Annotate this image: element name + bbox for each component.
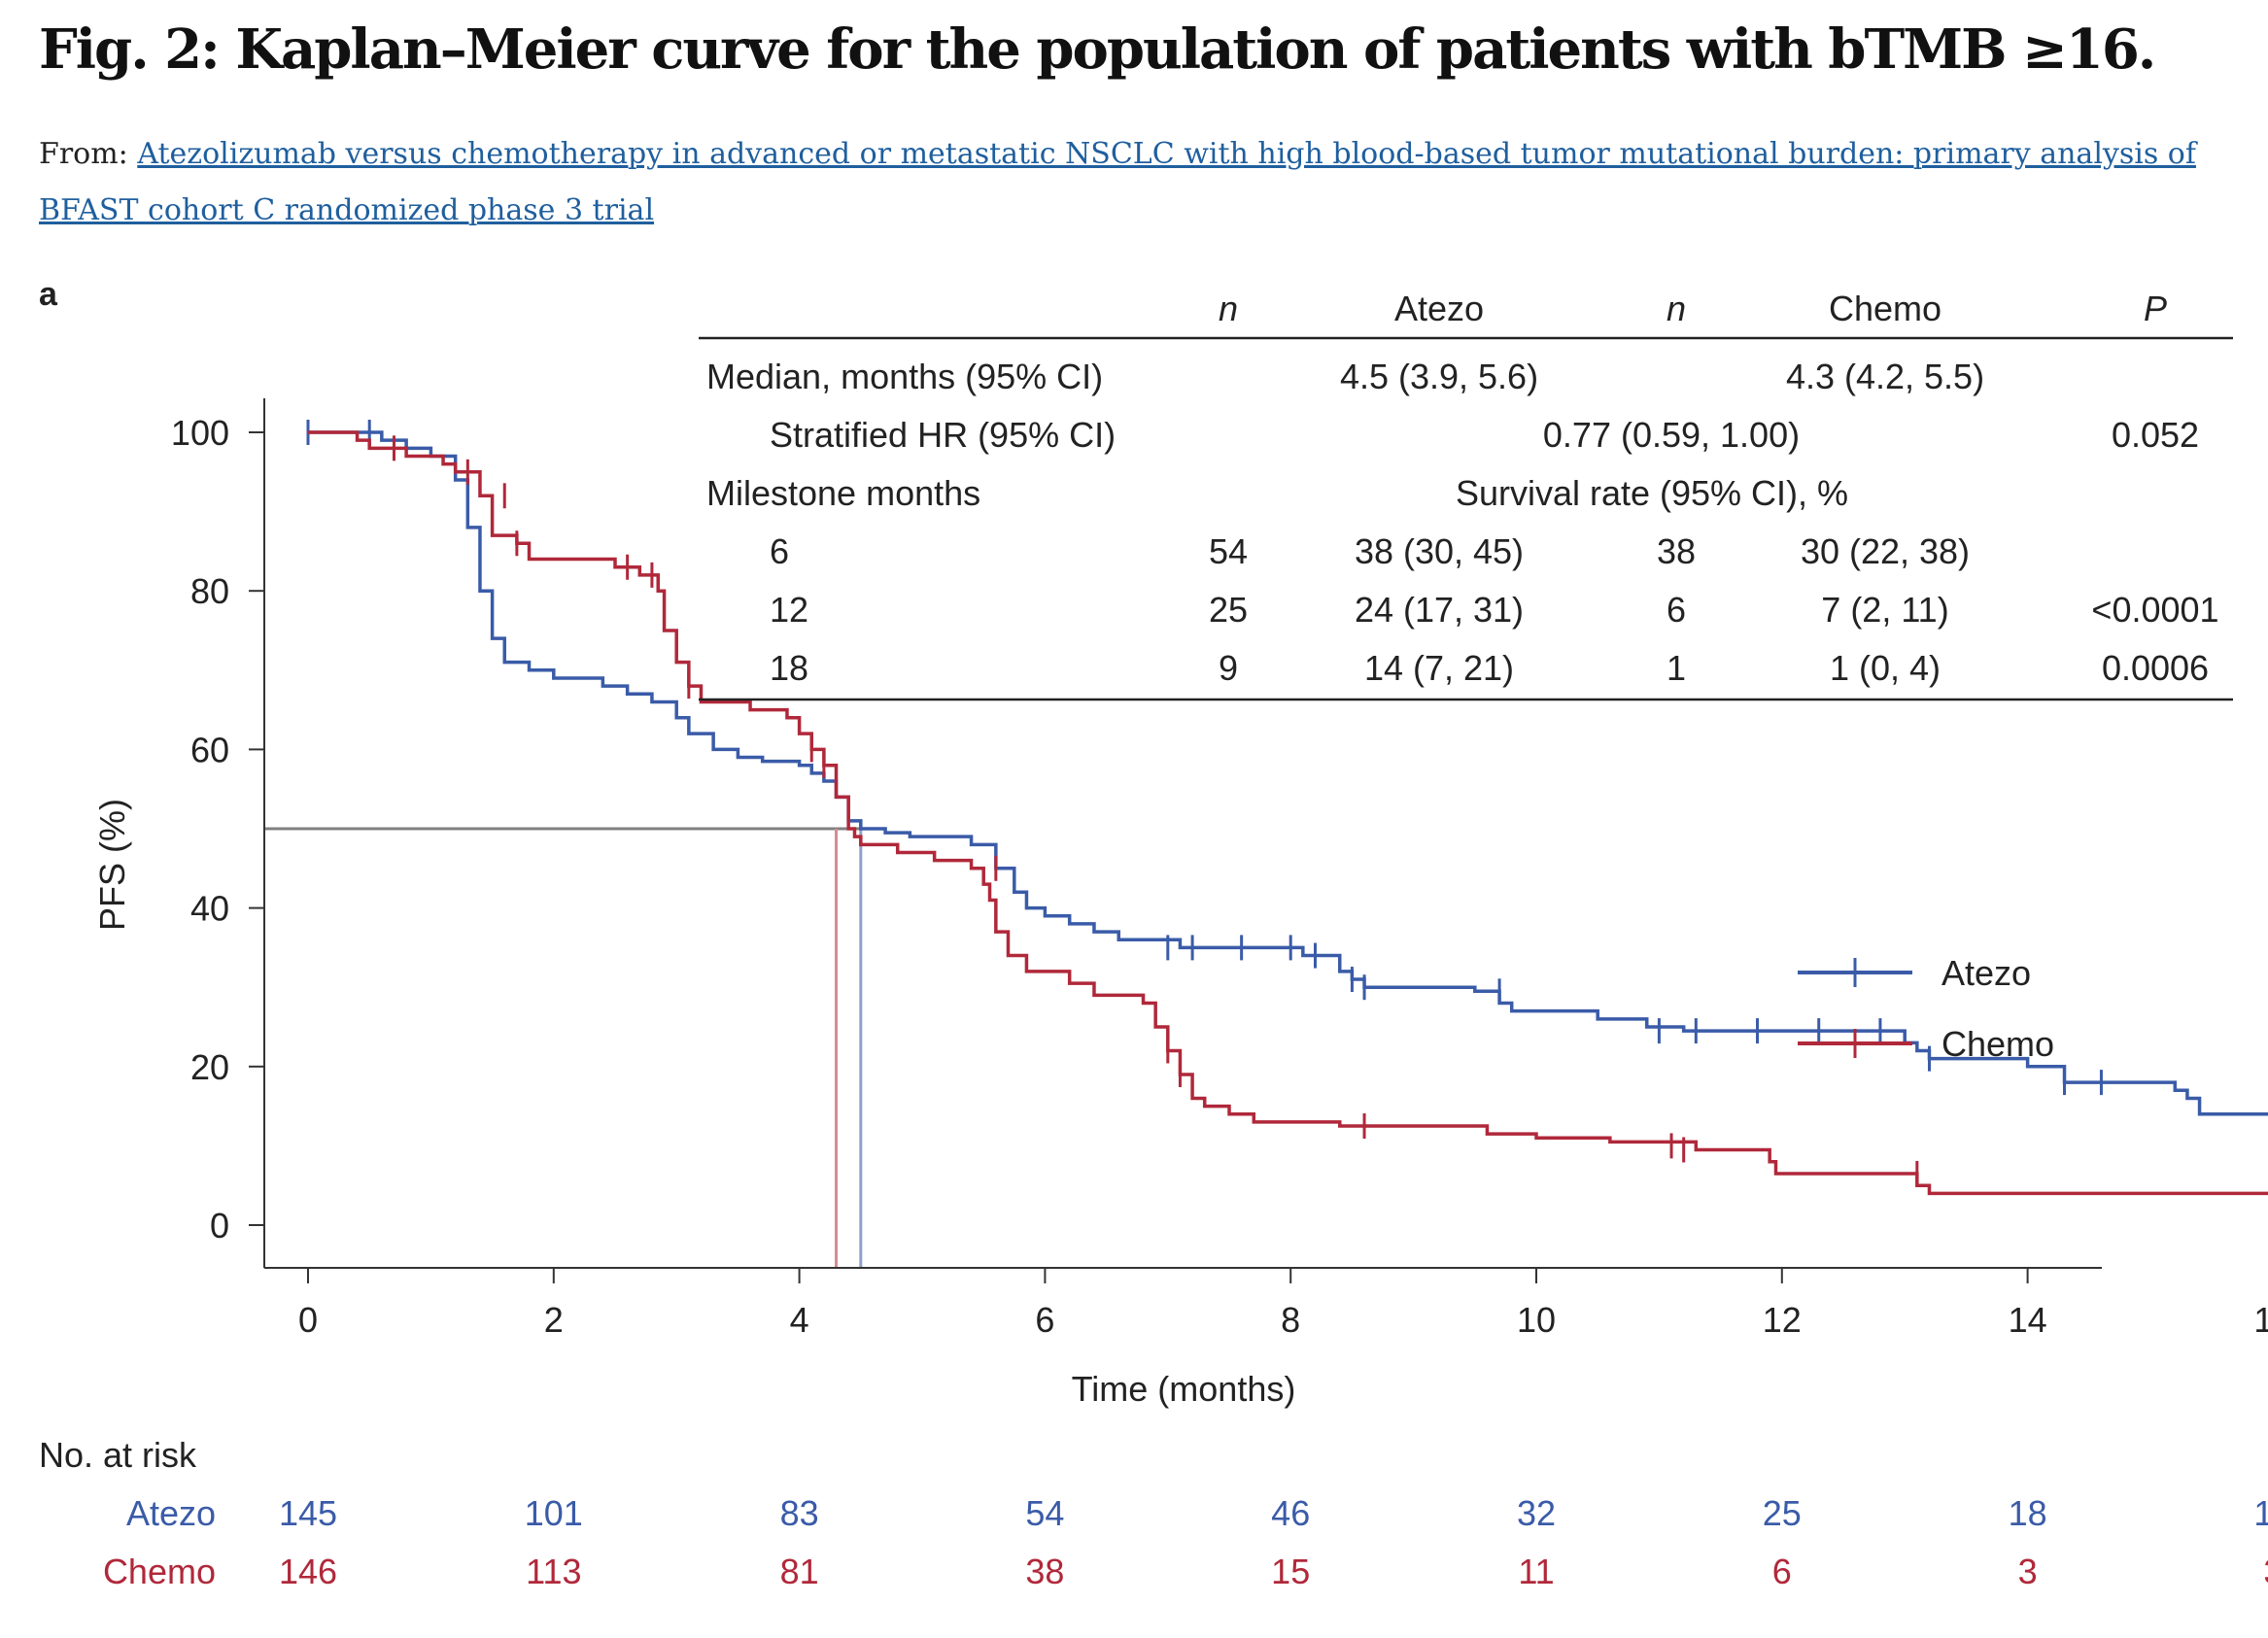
risk-chemo-value: 146 xyxy=(279,1552,337,1591)
y-axis-label: PFS (%) xyxy=(92,799,132,931)
milestone-month: 12 xyxy=(770,590,808,630)
risk-table: No. at risk Atezo Chemo 145 101 83 54 46 32 25… xyxy=(39,1435,2268,1591)
chemo-survival-curve xyxy=(308,430,2268,1196)
risk-chemo-value: 6 xyxy=(1772,1552,1792,1591)
legend: Atezo Chemo xyxy=(1798,953,2054,1064)
legend-chemo-label: Chemo xyxy=(1942,1024,2054,1064)
figure-title: Fig. 2: Kaplan–Meier curve for the popul… xyxy=(39,17,2156,82)
risk-atezo-value: 101 xyxy=(525,1493,583,1533)
header-n-atezo: n xyxy=(1219,289,1238,328)
article-link[interactable]: Atezolizumab versus chemotherapy in adva… xyxy=(39,137,2196,227)
milestone-n-chemo: 38 xyxy=(1657,531,1696,571)
y-axis-ticks: 0 20 40 60 80 100 xyxy=(171,413,264,1246)
source-line: From: Atezolizumab versus chemotherapy i… xyxy=(39,126,2235,239)
x-tick-label: 6 xyxy=(1035,1300,1054,1340)
x-tick-label: 4 xyxy=(790,1300,809,1340)
risk-chemo-values: 14611381381511633100000 xyxy=(279,1552,2268,1591)
median-chemo: 4.3 (4.2, 5.5) xyxy=(1786,357,1984,396)
risk-atezo-value: 83 xyxy=(780,1493,819,1533)
milestone-atezo: 38 (30, 45) xyxy=(1355,531,1524,571)
risk-atezo-values: 14510183544632251810954321 xyxy=(279,1493,2268,1533)
risk-atezo-value: 32 xyxy=(1517,1493,1556,1533)
axes xyxy=(263,398,2102,1269)
milestone-n-chemo: 6 xyxy=(1667,590,1686,630)
risk-atezo-value: 46 xyxy=(1271,1493,1310,1533)
x-tick-label: 14 xyxy=(2009,1300,2047,1340)
risk-atezo-value: 54 xyxy=(1025,1493,1064,1533)
risk-chemo-value: 3 xyxy=(2018,1552,2038,1591)
risk-chemo-value: 15 xyxy=(1271,1552,1310,1591)
milestone-month: 18 xyxy=(770,648,808,688)
milestone-n-chemo: 1 xyxy=(1667,648,1686,688)
hr-p-value: 0.052 xyxy=(2112,415,2199,455)
median-label: Median, months (95% CI) xyxy=(706,357,1103,396)
survival-rate-label: Survival rate (95% CI), % xyxy=(1456,473,1848,513)
y-tick-label: 60 xyxy=(190,730,229,769)
risk-chemo-value: 38 xyxy=(1025,1552,1064,1591)
x-tick-label: 8 xyxy=(1281,1300,1300,1340)
header-p: P xyxy=(2144,289,2167,328)
milestone-chemo: 1 (0, 4) xyxy=(1830,648,1941,688)
risk-chemo-value: 81 xyxy=(780,1552,819,1591)
legend-atezo-label: Atezo xyxy=(1942,953,2031,993)
milestone-chemo: 30 (22, 38) xyxy=(1801,531,1970,571)
milestone-n-atezo: 25 xyxy=(1209,590,1248,630)
milestone-n-atezo: 54 xyxy=(1209,531,1248,571)
hr-value: 0.77 (0.59, 1.00) xyxy=(1543,415,1800,455)
risk-atezo-value: 25 xyxy=(1763,1493,1802,1533)
risk-atezo-label: Atezo xyxy=(126,1493,216,1533)
milestone-p: 0.0006 xyxy=(2102,648,2209,688)
panel-label: a xyxy=(39,276,58,313)
y-tick-label: 40 xyxy=(190,889,229,929)
survival-curves xyxy=(306,420,2268,1196)
header-n-chemo: n xyxy=(1667,289,1686,328)
risk-chemo-value: 113 xyxy=(526,1552,581,1591)
risk-table-title: No. at risk xyxy=(39,1435,197,1475)
milestone-month: 6 xyxy=(770,531,789,571)
milestone-atezo: 24 (17, 31) xyxy=(1355,590,1524,630)
header-chemo: Chemo xyxy=(1829,289,1942,328)
risk-atezo-value: 10 xyxy=(2253,1493,2268,1533)
from-label: From: xyxy=(39,137,138,171)
risk-atezo-value: 145 xyxy=(279,1493,337,1533)
stats-table: n Atezo n Chemo P Median, months (95% CI… xyxy=(699,289,2233,701)
y-tick-label: 0 xyxy=(210,1206,229,1246)
x-tick-label: 10 xyxy=(1517,1300,1556,1340)
header-atezo: Atezo xyxy=(1394,289,1484,328)
hr-label: Stratified HR (95% CI) xyxy=(770,415,1116,455)
x-tick-label: 2 xyxy=(544,1300,564,1340)
x-tick-label: 0 xyxy=(298,1300,318,1340)
y-tick-label: 20 xyxy=(190,1047,229,1087)
median-reference-lines xyxy=(264,827,863,1268)
risk-chemo-value: 11 xyxy=(1518,1552,1554,1591)
y-tick-label: 100 xyxy=(171,413,229,453)
x-tick-label: 12 xyxy=(1763,1300,1802,1340)
risk-atezo-value: 18 xyxy=(2009,1493,2047,1533)
milestone-p: <0.0001 xyxy=(2091,590,2218,630)
x-tick-label: 16 xyxy=(2253,1300,2268,1340)
milestone-atezo: 14 (7, 21) xyxy=(1364,648,1514,688)
median-atezo: 4.5 (3.9, 5.6) xyxy=(1340,357,1538,396)
risk-chemo-label: Chemo xyxy=(103,1552,216,1591)
milestone-chemo: 7 (2, 11) xyxy=(1821,590,1948,630)
x-axis-ticks: 0246810121416182022242628 xyxy=(298,1268,2268,1340)
x-axis-label: Time (months) xyxy=(1072,1369,1296,1409)
milestone-n-atezo: 9 xyxy=(1219,648,1238,688)
milestone-label: Milestone months xyxy=(706,473,980,513)
y-tick-label: 80 xyxy=(190,571,229,611)
risk-chemo-value: 3 xyxy=(2263,1552,2268,1591)
